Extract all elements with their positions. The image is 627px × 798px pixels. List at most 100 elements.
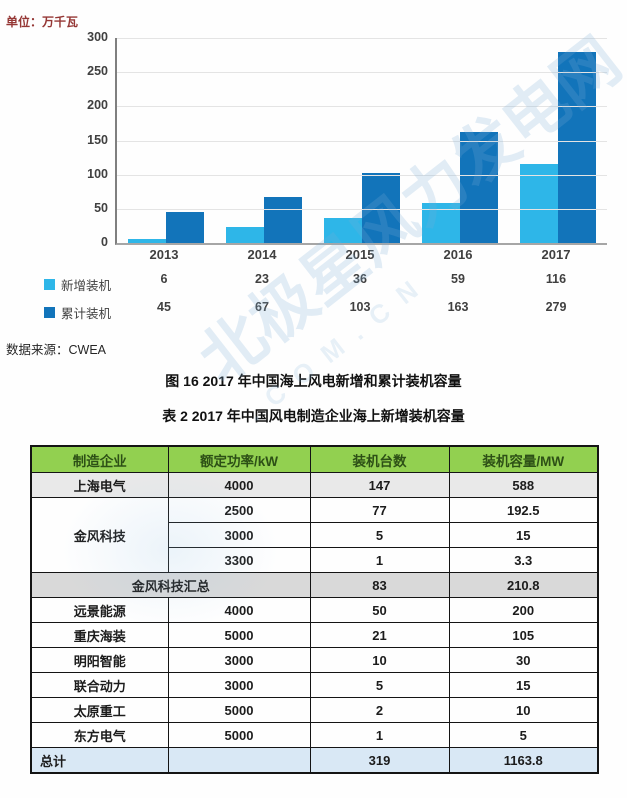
cell-units: 1 [309,547,450,573]
x-axis-label: 2016 [443,247,473,262]
cell-power: 3000 [167,522,311,548]
cell-units: 21 [309,622,450,648]
cell-power: 2500 [167,497,311,523]
legend-swatch-series1 [44,306,55,318]
cell-manufacturer: 太原重工 [30,697,169,723]
y-tick-label: 150 [87,132,108,147]
cell-capacity: 105 [448,622,599,648]
cell-capacity: 192.5 [448,497,599,523]
header-unit-count: 装机台数 [309,445,450,473]
cell-units: 5 [309,522,450,548]
x-axis-year-labels: 2013 2014 2015 2016 2017 [0,247,627,267]
bar-series1-2013 [166,212,204,243]
cell-manufacturer: 明阳智能 [30,647,169,673]
cell-units: 50 [309,597,450,623]
cell-capacity: 210.8 [448,572,599,598]
cell-units: 147 [309,472,450,498]
legend-value-series1-2014: 67 [255,300,269,314]
bar-series1-2015 [362,172,400,243]
table-row: 上海电气 4000 147 588 [30,472,599,498]
bar-group-2014 [215,38,313,243]
legend-value-series1-2013: 45 [157,300,171,314]
table-header-row: 制造企业 额定功率/kW 装机台数 装机容量/MW [30,445,599,473]
legend-value-series0-2013: 6 [160,272,168,286]
table-row: 远景能源 4000 50 200 [30,597,599,623]
bar-series0-2017 [520,163,558,243]
bar-series0-2015 [324,218,362,243]
legend-value-series0-2014: 23 [255,272,269,286]
cell-subtotal-label: 金风科技汇总 [30,572,311,598]
legend-series-name: 累计装机 [61,306,112,321]
legend-label: 新增装机 [0,272,115,296]
table-row: 联合动力 3000 5 15 [30,672,599,698]
x-axis-label: 2017 [541,247,571,262]
legend-value-series1-2015: 103 [349,300,371,314]
bar-group-2015 [313,38,411,243]
bar-group-2013 [117,38,215,243]
total-row: 总计 319 1163.8 [30,747,599,774]
bar-chart-plot-area [115,38,607,245]
legend-value-series0-2015: 36 [353,272,367,286]
cell-capacity: 15 [448,672,599,698]
legend-value-series1-2016: 163 [447,300,469,314]
legend-row-series0: 新增装机 6 23 36 59 116 [0,272,627,296]
cell-power: 3300 [167,547,311,573]
cell-manufacturer: 远景能源 [30,597,169,623]
cell-units: 10 [309,647,450,673]
cell-capacity: 200 [448,597,599,623]
gridline [117,140,607,142]
cell-capacity: 3.3 [448,547,599,573]
gridline [117,38,607,39]
table-row: 重庆海装 5000 21 105 [30,622,599,648]
cell-units: 5 [309,672,450,698]
bar-group-2017 [509,38,607,243]
cell-capacity: 15 [448,522,599,548]
cell-capacity: 588 [448,472,599,498]
cell-manufacturer: 金风科技 [30,497,169,573]
cell-units: 77 [309,497,450,523]
legend-series-name: 新增装机 [61,278,112,293]
legend-value-series0-2017: 116 [545,272,567,286]
cell-manufacturer: 上海电气 [30,472,169,498]
x-axis-label: 2015 [345,247,375,262]
legend-swatch-series0 [44,278,55,290]
cell-capacity: 5 [448,722,599,748]
header-rated-power: 额定功率/kW [167,445,311,473]
y-tick-label: 100 [87,166,108,181]
goldwind-subtotal-row: 金风科技汇总 83 210.8 [30,572,599,598]
cell-manufacturer: 联合动力 [30,672,169,698]
table-row: 金风科技 2500 77 192.5 [30,497,599,573]
y-tick-label: 250 [87,64,108,79]
bar-series1-2014 [264,197,302,243]
table-row: 东方电气 5000 1 5 [30,722,599,748]
cell-power: 5000 [167,622,311,648]
cell-units: 319 [309,747,450,774]
gridline [117,106,607,108]
data-source-note: 数据来源：CWEA [6,343,107,357]
cell-power: 4000 [167,472,311,498]
cell-units: 1 [309,722,450,748]
cell-power [167,747,311,774]
cell-capacity: 1163.8 [448,747,599,774]
figure-caption: 图 16 2017 年中国海上风电新增和累计装机容量 [165,373,462,389]
table-caption: 表 2 2017 年中国风电制造企业海上新增装机容量 [162,408,465,424]
bar-series1-2016 [460,131,498,243]
y-tick-label: 50 [94,200,108,215]
gridline [117,174,607,176]
y-tick-label: 300 [87,30,108,44]
cell-total-label: 总计 [30,747,169,774]
legend-row-series1: 累计装机 45 67 103 163 279 [0,300,627,324]
cell-manufacturer: 重庆海装 [30,622,169,648]
cell-power: 4000 [167,597,311,623]
bar-series0-2013 [128,238,166,243]
cell-capacity: 10 [448,697,599,723]
cell-units: 2 [309,697,450,723]
legend-value-series0-2016: 59 [451,272,465,286]
legend-label: 累计装机 [0,300,115,324]
table-row: 3300 1 3.3 [31,547,599,573]
cell-capacity: 30 [448,647,599,673]
cell-power: 3000 [167,647,311,673]
bar-series1-2017 [558,52,596,243]
header-capacity: 装机容量/MW [448,445,599,473]
